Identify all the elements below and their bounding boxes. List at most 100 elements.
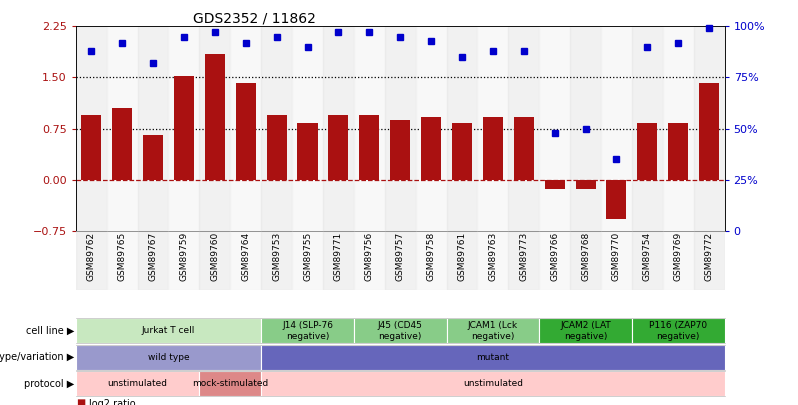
Bar xyxy=(601,26,632,231)
Bar xyxy=(606,180,626,219)
Text: JCAM1 (Lck
negative): JCAM1 (Lck negative) xyxy=(468,321,518,341)
Bar xyxy=(107,231,137,290)
Text: GSM89762: GSM89762 xyxy=(87,232,96,281)
Bar xyxy=(544,180,565,189)
Bar xyxy=(632,26,663,231)
Text: GDS2352 / 11862: GDS2352 / 11862 xyxy=(192,11,315,25)
Bar xyxy=(359,115,379,180)
Text: GSM89763: GSM89763 xyxy=(488,232,497,281)
Bar xyxy=(416,26,447,231)
Bar xyxy=(385,231,416,290)
Text: unstimulated: unstimulated xyxy=(108,379,168,388)
Text: GSM89755: GSM89755 xyxy=(303,232,312,281)
Bar xyxy=(539,231,570,290)
Bar xyxy=(200,231,231,290)
Text: GSM89770: GSM89770 xyxy=(612,232,621,281)
Bar xyxy=(699,83,719,180)
Text: mutant: mutant xyxy=(476,353,509,362)
Bar xyxy=(390,120,410,180)
Text: wild type: wild type xyxy=(148,353,189,362)
Text: GSM89769: GSM89769 xyxy=(674,232,683,281)
Bar xyxy=(298,123,318,180)
Bar xyxy=(514,117,534,180)
Text: GSM89758: GSM89758 xyxy=(427,232,436,281)
Bar xyxy=(668,123,689,180)
Text: GSM89766: GSM89766 xyxy=(550,232,559,281)
Bar xyxy=(323,26,354,231)
Bar xyxy=(137,231,168,290)
Bar xyxy=(112,108,132,180)
Text: Jurkat T cell: Jurkat T cell xyxy=(142,326,196,335)
Text: GSM89754: GSM89754 xyxy=(643,232,652,281)
Bar xyxy=(693,26,725,231)
Text: protocol ▶: protocol ▶ xyxy=(24,379,74,388)
Bar xyxy=(385,26,416,231)
Text: mock-stimulated: mock-stimulated xyxy=(192,379,268,388)
Text: GSM89761: GSM89761 xyxy=(457,232,467,281)
Bar xyxy=(508,231,539,290)
Bar xyxy=(416,231,447,290)
Bar xyxy=(107,26,137,231)
Text: cell line ▶: cell line ▶ xyxy=(26,326,74,336)
Bar xyxy=(81,115,101,180)
Bar xyxy=(137,26,168,231)
Bar xyxy=(143,135,163,180)
Bar xyxy=(354,26,385,231)
Text: P116 (ZAP70
negative): P116 (ZAP70 negative) xyxy=(650,321,707,341)
Text: GSM89773: GSM89773 xyxy=(519,232,528,281)
Text: GSM89768: GSM89768 xyxy=(581,232,590,281)
Bar xyxy=(231,26,261,231)
Bar xyxy=(235,83,256,180)
Bar xyxy=(267,115,286,180)
Bar xyxy=(447,231,477,290)
Bar xyxy=(421,117,441,180)
Text: GSM89765: GSM89765 xyxy=(117,232,127,281)
Text: JCAM2 (LAT
negative): JCAM2 (LAT negative) xyxy=(560,321,611,341)
Bar xyxy=(693,231,725,290)
Bar xyxy=(328,115,349,180)
Bar xyxy=(76,26,107,231)
Bar xyxy=(205,53,225,180)
Text: GSM89764: GSM89764 xyxy=(241,232,251,281)
Bar xyxy=(447,26,477,231)
Bar xyxy=(477,26,508,231)
Bar xyxy=(638,123,658,180)
Bar xyxy=(601,231,632,290)
Bar xyxy=(483,117,503,180)
Text: GSM89767: GSM89767 xyxy=(148,232,157,281)
Text: genotype/variation ▶: genotype/variation ▶ xyxy=(0,352,74,362)
Text: GSM89760: GSM89760 xyxy=(211,232,219,281)
Bar xyxy=(570,26,601,231)
Text: unstimulated: unstimulated xyxy=(463,379,523,388)
Bar xyxy=(261,26,292,231)
Bar xyxy=(539,26,570,231)
Bar xyxy=(508,26,539,231)
Bar xyxy=(575,180,595,189)
Bar xyxy=(292,26,323,231)
Bar xyxy=(174,76,194,180)
Text: ■: ■ xyxy=(76,398,85,405)
Text: GSM89753: GSM89753 xyxy=(272,232,281,281)
Bar xyxy=(200,26,231,231)
Bar xyxy=(663,231,693,290)
Bar xyxy=(261,231,292,290)
Bar xyxy=(76,231,107,290)
Bar xyxy=(292,231,323,290)
Text: J45 (CD45
negative): J45 (CD45 negative) xyxy=(377,321,423,341)
Text: J14 (SLP-76
negative): J14 (SLP-76 negative) xyxy=(282,321,333,341)
Bar xyxy=(168,26,200,231)
Bar xyxy=(323,231,354,290)
Text: GSM89759: GSM89759 xyxy=(180,232,188,281)
Bar xyxy=(168,231,200,290)
Bar xyxy=(632,231,663,290)
Text: GSM89757: GSM89757 xyxy=(396,232,405,281)
Bar xyxy=(354,231,385,290)
Text: GSM89772: GSM89772 xyxy=(705,232,713,281)
Bar xyxy=(477,231,508,290)
Bar xyxy=(570,231,601,290)
Bar xyxy=(452,123,472,180)
Text: GSM89756: GSM89756 xyxy=(365,232,373,281)
Text: log2 ratio: log2 ratio xyxy=(89,399,135,405)
Bar xyxy=(663,26,693,231)
Text: GSM89771: GSM89771 xyxy=(334,232,343,281)
